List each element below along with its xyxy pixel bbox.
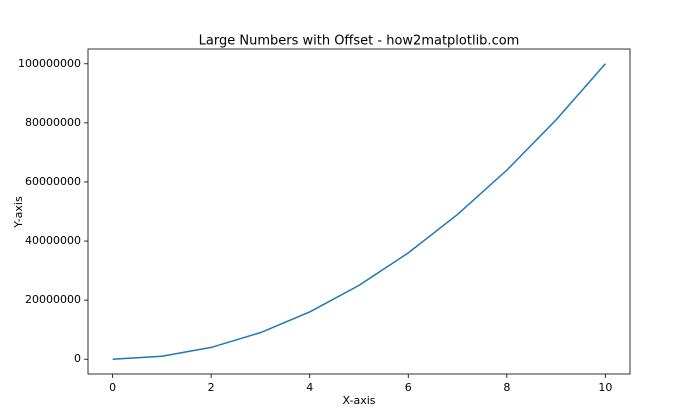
y-tick-label: 40000000: [25, 234, 81, 247]
x-tick-label: 8: [503, 381, 510, 394]
x-tick-label: 10: [598, 381, 612, 394]
x-axis-label: X-axis: [343, 394, 376, 407]
x-tick-label: 2: [208, 381, 215, 394]
line-series: [112, 63, 606, 360]
y-tick-label: 60000000: [25, 175, 81, 188]
y-tick-label: 80000000: [25, 116, 81, 129]
plot-frame: [87, 48, 631, 375]
y-axis-label: Y-axis: [12, 196, 25, 229]
y-tick-label: 20000000: [25, 293, 81, 306]
x-tick-label: 6: [405, 381, 412, 394]
chart-title: Large Numbers with Offset - how2matplotl…: [199, 34, 520, 49]
x-tick-label: 4: [306, 381, 313, 394]
y-tick-label: 0: [74, 352, 81, 365]
y-tick-label: 100000000: [18, 57, 81, 70]
x-tick-label: 0: [109, 381, 116, 394]
